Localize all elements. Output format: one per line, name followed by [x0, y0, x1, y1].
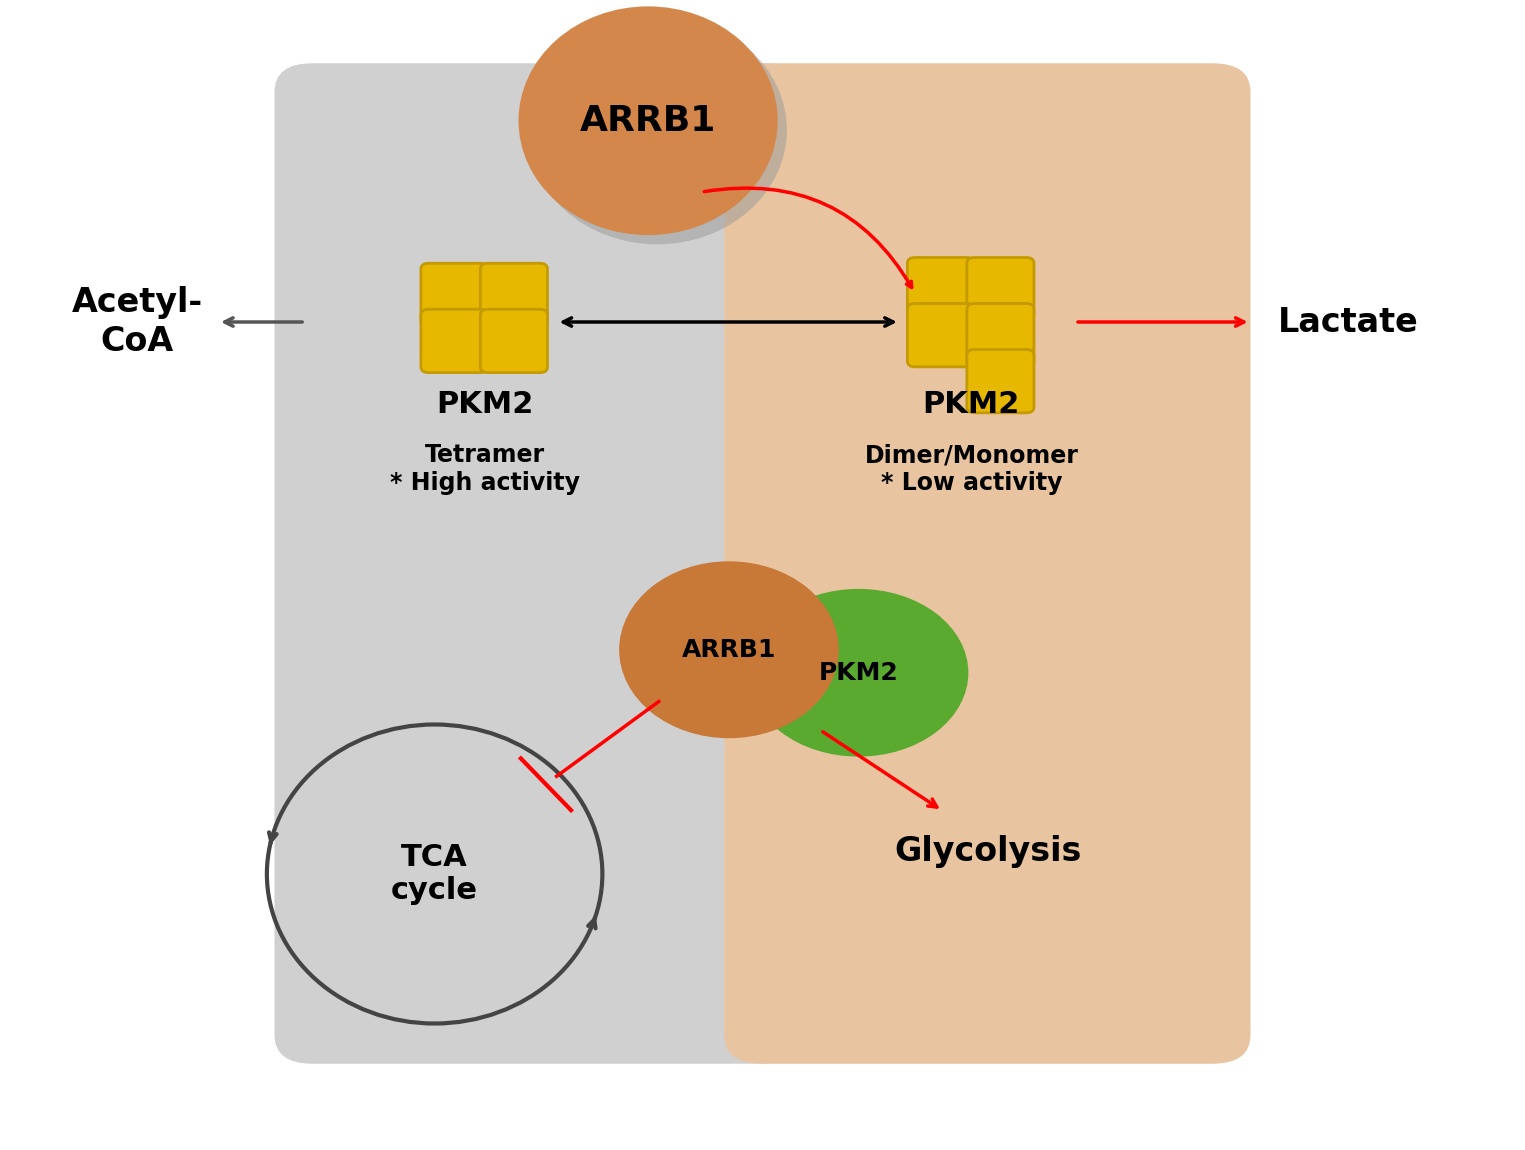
Text: Lactate: Lactate: [1278, 306, 1418, 338]
Ellipse shape: [518, 7, 778, 235]
FancyBboxPatch shape: [480, 263, 547, 327]
FancyBboxPatch shape: [907, 304, 974, 367]
Text: Acetyl-
CoA: Acetyl- CoA: [72, 286, 203, 358]
Text: ARRB1: ARRB1: [682, 638, 776, 661]
Text: TCA
cycle: TCA cycle: [390, 843, 479, 905]
Text: PKM2: PKM2: [436, 390, 534, 420]
FancyBboxPatch shape: [421, 309, 488, 373]
FancyBboxPatch shape: [724, 63, 1250, 1064]
Text: PKM2: PKM2: [819, 661, 898, 684]
Text: Tetramer
* High activity: Tetramer * High activity: [390, 443, 580, 496]
Text: Dimer/Monomer
* Low activity: Dimer/Monomer * Low activity: [865, 443, 1078, 496]
Text: PKM2: PKM2: [923, 390, 1020, 420]
FancyBboxPatch shape: [967, 258, 1034, 321]
FancyBboxPatch shape: [907, 258, 974, 321]
Ellipse shape: [749, 589, 968, 757]
FancyBboxPatch shape: [967, 350, 1034, 413]
Ellipse shape: [528, 16, 787, 244]
Text: ARRB1: ARRB1: [580, 104, 717, 138]
Ellipse shape: [619, 561, 839, 738]
FancyBboxPatch shape: [480, 309, 547, 373]
FancyBboxPatch shape: [967, 304, 1034, 367]
Text: Glycolysis: Glycolysis: [895, 835, 1081, 867]
FancyBboxPatch shape: [274, 63, 801, 1064]
FancyBboxPatch shape: [421, 263, 488, 327]
